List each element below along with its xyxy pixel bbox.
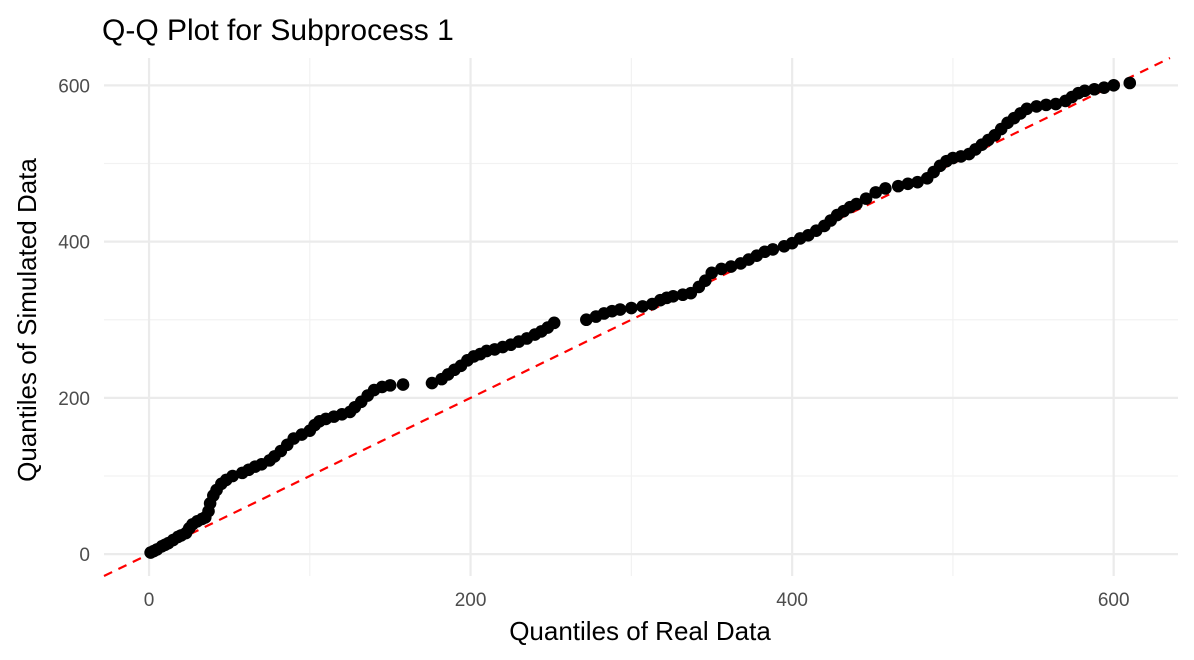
y-axis-ticks: 0 200 400 600 xyxy=(58,76,90,566)
y-tick-label: 600 xyxy=(58,76,90,97)
data-point xyxy=(625,301,638,315)
data-point xyxy=(901,177,915,191)
data-point xyxy=(869,186,883,199)
data-point xyxy=(879,182,892,195)
data-point xyxy=(1049,97,1063,111)
x-axis-ticks: 0 200 400 600 xyxy=(144,590,1130,611)
y-tick-label: 400 xyxy=(58,233,90,254)
points-layer xyxy=(144,76,1137,559)
grid xyxy=(104,58,1178,576)
y-axis-title: Quantiles of Simulated Data xyxy=(12,158,42,482)
data-point xyxy=(1107,79,1120,92)
chart-title: Q-Q Plot for Subprocess 1 xyxy=(102,14,454,47)
data-point xyxy=(911,175,924,189)
data-point xyxy=(1020,102,1034,116)
data-point xyxy=(636,300,649,313)
data-point xyxy=(705,266,719,280)
x-tick-label: 600 xyxy=(1098,590,1130,611)
data-point xyxy=(1088,82,1101,96)
data-point xyxy=(1123,76,1137,90)
data-point xyxy=(666,289,680,303)
reference-line-layer xyxy=(103,57,1171,577)
data-point xyxy=(1039,98,1053,112)
data-point xyxy=(396,378,410,391)
x-tick-label: 0 xyxy=(144,590,155,611)
reference-line xyxy=(103,57,1171,577)
data-point xyxy=(383,379,397,392)
data-point xyxy=(547,316,561,330)
data-point xyxy=(891,179,905,193)
data-point xyxy=(1097,81,1111,94)
data-point xyxy=(425,376,439,390)
data-point xyxy=(580,313,593,327)
data-point xyxy=(859,192,873,205)
data-point xyxy=(1078,84,1092,98)
data-point xyxy=(613,303,627,316)
data-point xyxy=(766,243,780,256)
data-point xyxy=(715,262,728,276)
data-point xyxy=(850,197,863,211)
x-tick-label: 200 xyxy=(455,590,487,611)
y-tick-label: 200 xyxy=(58,389,90,410)
data-point xyxy=(1030,100,1043,113)
x-tick-label: 400 xyxy=(776,590,808,611)
data-point xyxy=(724,260,738,273)
y-tick-label: 0 xyxy=(79,545,90,566)
data-point xyxy=(226,469,239,483)
x-axis-title: Quantiles of Real Data xyxy=(509,616,771,646)
